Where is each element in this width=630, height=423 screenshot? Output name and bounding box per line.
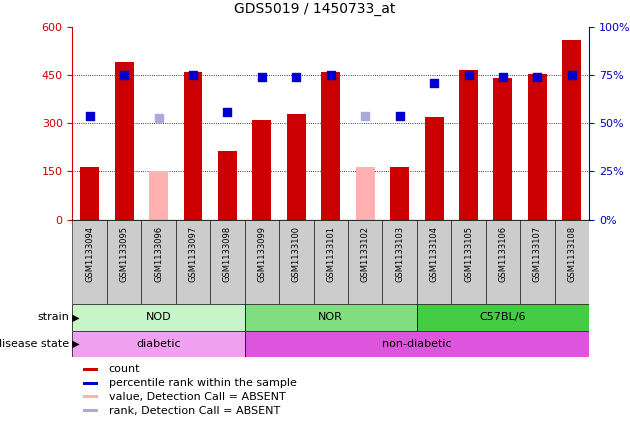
Point	[291, 74, 301, 80]
Point	[154, 114, 164, 121]
Text: GDS5019 / 1450733_at: GDS5019 / 1450733_at	[234, 3, 396, 16]
Point	[188, 72, 198, 79]
Bar	[321, 72, 340, 220]
Text: GSM1133097: GSM1133097	[188, 226, 197, 283]
Text: GSM1133101: GSM1133101	[326, 226, 335, 282]
Bar	[72, 304, 244, 331]
Text: GSM1133096: GSM1133096	[154, 226, 163, 283]
Text: rank, Detection Call = ABSENT: rank, Detection Call = ABSENT	[108, 406, 280, 416]
Bar	[83, 396, 98, 398]
Bar	[554, 220, 589, 304]
Point	[464, 72, 474, 79]
Text: GSM1133107: GSM1133107	[533, 226, 542, 283]
Text: GSM1133108: GSM1133108	[568, 226, 576, 283]
Bar	[141, 220, 176, 304]
Text: non-diabetic: non-diabetic	[382, 339, 452, 349]
Bar	[115, 62, 134, 220]
Text: disease state: disease state	[0, 339, 69, 349]
Point	[119, 72, 129, 79]
Bar	[520, 220, 554, 304]
Text: NOR: NOR	[318, 313, 343, 322]
Bar	[348, 220, 382, 304]
Text: ▶: ▶	[69, 339, 80, 349]
Bar	[390, 167, 409, 220]
Text: GSM1133098: GSM1133098	[223, 226, 232, 283]
Text: percentile rank within the sample: percentile rank within the sample	[108, 378, 297, 388]
Bar	[210, 220, 244, 304]
Point	[257, 74, 267, 80]
Bar	[279, 220, 314, 304]
Text: GSM1133095: GSM1133095	[120, 226, 129, 282]
Bar	[253, 120, 272, 220]
Text: NOD: NOD	[146, 313, 171, 322]
Text: GSM1133102: GSM1133102	[361, 226, 370, 282]
Point	[394, 112, 404, 119]
Bar	[107, 220, 141, 304]
Text: C57BL/6: C57BL/6	[479, 313, 526, 322]
Point	[429, 80, 439, 86]
Text: ▶: ▶	[69, 313, 80, 322]
Bar	[486, 220, 520, 304]
Bar	[244, 220, 279, 304]
Bar	[528, 74, 547, 220]
Bar	[72, 331, 244, 357]
Text: GSM1133099: GSM1133099	[258, 226, 266, 282]
Bar	[356, 167, 375, 220]
Text: GSM1133104: GSM1133104	[430, 226, 438, 282]
Text: GSM1133106: GSM1133106	[498, 226, 507, 283]
Point	[532, 74, 542, 80]
Point	[84, 112, 94, 119]
Bar	[314, 220, 348, 304]
Bar	[80, 167, 99, 220]
Text: GSM1133103: GSM1133103	[395, 226, 404, 283]
Point	[567, 72, 577, 79]
Bar	[83, 409, 98, 412]
Bar	[417, 220, 451, 304]
Text: diabetic: diabetic	[136, 339, 181, 349]
Bar	[72, 220, 107, 304]
Text: count: count	[108, 365, 140, 374]
Bar	[244, 304, 417, 331]
Text: value, Detection Call = ABSENT: value, Detection Call = ABSENT	[108, 392, 285, 402]
Text: GSM1133100: GSM1133100	[292, 226, 301, 282]
Bar	[244, 331, 589, 357]
Point	[326, 72, 336, 79]
Bar	[459, 70, 478, 220]
Bar	[382, 220, 417, 304]
Bar	[183, 72, 202, 220]
Bar	[83, 368, 98, 371]
Bar	[493, 78, 512, 220]
Bar	[149, 171, 168, 220]
Bar	[287, 114, 306, 220]
Text: strain: strain	[37, 313, 69, 322]
Point	[498, 74, 508, 80]
Bar	[176, 220, 210, 304]
Bar	[425, 117, 444, 220]
Point	[222, 108, 232, 115]
Point	[360, 112, 370, 119]
Text: GSM1133094: GSM1133094	[85, 226, 94, 282]
Bar	[218, 151, 237, 220]
Bar	[83, 382, 98, 385]
Bar	[563, 40, 581, 220]
Bar	[417, 304, 589, 331]
Bar	[451, 220, 486, 304]
Text: GSM1133105: GSM1133105	[464, 226, 473, 282]
